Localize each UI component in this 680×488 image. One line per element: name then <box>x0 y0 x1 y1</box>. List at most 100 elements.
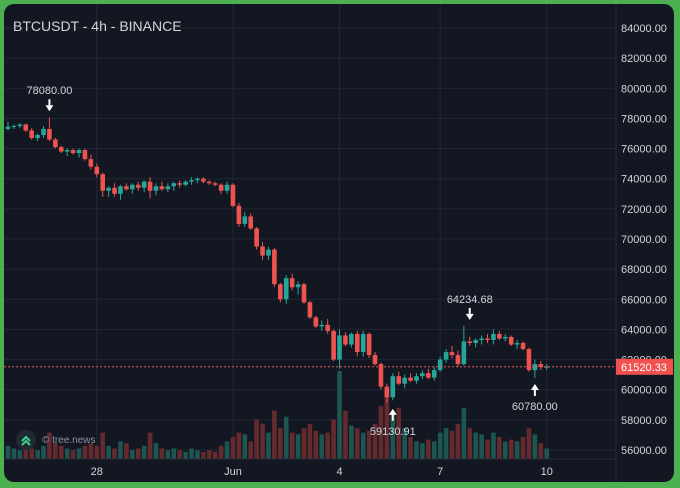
volume-bar <box>153 443 159 459</box>
price-tick-label: 66000.00 <box>621 294 667 306</box>
volume-bar <box>396 407 402 459</box>
candle-body <box>319 324 325 327</box>
volume-bar <box>343 410 348 459</box>
candle-body <box>301 284 307 303</box>
candle-body <box>218 184 224 191</box>
volume-bar <box>455 423 461 459</box>
volume-bar <box>420 443 425 459</box>
candle-body <box>313 317 319 327</box>
volume-bar <box>384 388 390 459</box>
volume-bar <box>390 413 396 459</box>
volume-bar <box>272 410 277 459</box>
candle-body <box>520 342 526 350</box>
candle-body <box>437 359 443 371</box>
volume-bar <box>325 432 330 459</box>
candle-body <box>366 333 372 356</box>
volume-bar <box>183 451 188 459</box>
price-tick-label: 84000.00 <box>621 23 667 35</box>
volume-bar <box>467 428 473 459</box>
volume-bar <box>159 448 165 459</box>
volume-bar <box>295 434 301 459</box>
volume-bar <box>76 448 82 459</box>
time-tick-label: 10 <box>541 466 553 478</box>
volume-bar <box>378 406 384 459</box>
candle-body <box>337 335 342 360</box>
volume-bar <box>124 443 129 459</box>
candle-body <box>360 333 366 353</box>
volume-bar <box>532 434 538 459</box>
volume-bar <box>212 451 218 459</box>
volume-bar <box>360 432 366 459</box>
chart-panel: 78080.00 59130.91 64234.68 60780.00 56000.0… <box>4 4 674 482</box>
volume-bar <box>497 437 502 459</box>
candle-body <box>88 159 94 167</box>
price-tick-label: 60000.00 <box>621 385 667 397</box>
volume-bar <box>538 443 544 459</box>
candle-body <box>491 333 496 340</box>
candle-body <box>141 181 147 188</box>
volume-bar <box>201 451 206 459</box>
time-axis[interactable]: 28 Jun 4 7 10 <box>4 458 615 478</box>
volume-bar <box>514 441 520 459</box>
volume-bar <box>206 450 212 459</box>
volume-bar <box>29 448 34 459</box>
volume-bar <box>307 423 313 459</box>
candle-body <box>53 139 58 148</box>
candle-body <box>485 338 490 340</box>
price-tick-label: 72000.00 <box>621 204 667 216</box>
price-tick-label: 68000.00 <box>621 264 667 276</box>
volume-bar <box>278 428 283 459</box>
candle-body <box>289 278 295 288</box>
candle-body <box>236 205 242 224</box>
candle-body <box>414 376 419 381</box>
candlestick-chart[interactable]: 78080.00 59130.91 64234.68 60780.00 56000.0… <box>4 4 674 482</box>
candle-body <box>402 377 407 384</box>
volume-bar <box>426 439 431 459</box>
volume-bar <box>260 423 265 459</box>
volume-bar <box>224 441 230 459</box>
volume-bar <box>94 445 100 459</box>
candle-body <box>147 181 153 191</box>
price-tick-label: 56000.00 <box>621 445 667 457</box>
candle-body <box>106 187 111 191</box>
price-tick-label: 70000.00 <box>621 234 667 246</box>
candle-body <box>41 128 46 136</box>
candle-body <box>538 364 544 368</box>
candle-body <box>118 186 123 194</box>
candle-body <box>212 183 218 185</box>
price-tick-label: 64000.00 <box>621 324 667 336</box>
annotation-label: 78080.00 <box>26 85 72 97</box>
candle-body <box>479 338 484 340</box>
candle-body <box>378 364 384 387</box>
candle-body <box>396 376 402 384</box>
candle-body <box>11 125 17 127</box>
arrow-up-icon <box>388 408 397 415</box>
candle-body <box>502 336 508 339</box>
candle-body <box>278 284 283 300</box>
candle-body <box>23 124 29 131</box>
volume-bars <box>5 371 550 459</box>
candle-body <box>35 135 40 139</box>
volume-bar <box>135 448 141 459</box>
price-axis[interactable]: 56000.0058000.0060000.0062000.0064000.00… <box>615 4 667 482</box>
candle-body <box>242 216 248 224</box>
volume-bar <box>53 443 58 459</box>
volume-bar <box>11 448 17 459</box>
candle-body <box>100 174 106 191</box>
time-tick-label: 28 <box>91 466 103 478</box>
candle-body <box>420 373 425 377</box>
price-tick-label: 74000.00 <box>621 174 667 186</box>
candle-body <box>177 183 182 185</box>
volume-bar <box>520 437 526 459</box>
volume-bar <box>41 445 46 459</box>
volume-bar <box>366 430 372 459</box>
volume-bar <box>437 432 443 459</box>
volume-bar <box>508 439 514 459</box>
candle-body <box>461 341 467 365</box>
candle-body <box>266 249 271 256</box>
candle-body <box>47 128 52 140</box>
arrow-down-icon <box>465 313 474 320</box>
price-annotations: 78080.00 59130.91 64234.68 60780.00 <box>26 85 557 438</box>
volume-bar <box>443 428 449 459</box>
candle-body <box>295 284 301 288</box>
